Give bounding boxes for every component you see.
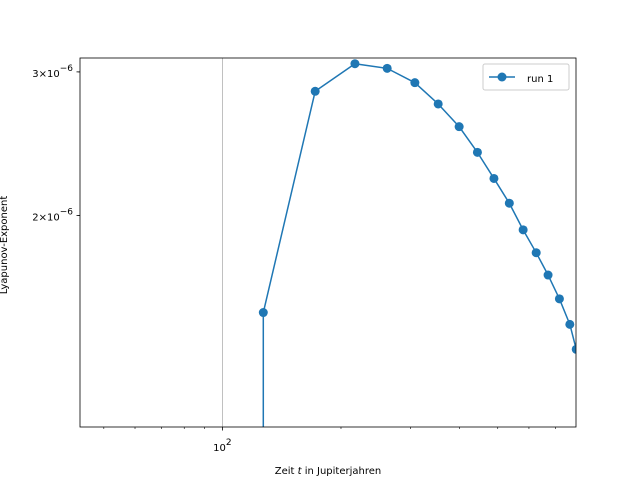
data-point bbox=[472, 147, 482, 157]
data-point bbox=[350, 59, 360, 69]
data-point bbox=[531, 248, 541, 258]
y-tick-label: 2×10−6 bbox=[32, 207, 73, 223]
series-1 bbox=[258, 59, 576, 427]
data-point bbox=[554, 294, 564, 304]
y-tick-label: 3×10−6 bbox=[32, 64, 73, 80]
series-line bbox=[262, 62, 576, 427]
data-point bbox=[543, 270, 553, 280]
data-point bbox=[571, 344, 576, 354]
data-point bbox=[382, 63, 392, 73]
data-point bbox=[454, 122, 464, 132]
y-axis-label: Lyapunov-Exponent bbox=[0, 196, 10, 295]
x-tick-label: 102 bbox=[213, 438, 231, 454]
data-point bbox=[410, 78, 420, 88]
data-point bbox=[504, 198, 514, 208]
data-point bbox=[518, 225, 528, 235]
legend-label-run-1: run 1 bbox=[527, 74, 553, 85]
plot-area bbox=[258, 59, 576, 427]
data-point bbox=[565, 319, 575, 329]
axes-layer: 102 2×10−6 3×10−6 bbox=[32, 57, 577, 454]
x-axis-label: Zeit t in Jupiterjahren bbox=[275, 466, 382, 477]
axes-frame bbox=[79, 57, 577, 428]
legend-marker-sample bbox=[497, 72, 507, 82]
legend: run 1 bbox=[482, 63, 570, 91]
data-point bbox=[310, 86, 320, 96]
data-point bbox=[489, 173, 499, 183]
legend-frame bbox=[482, 63, 570, 91]
data-point bbox=[433, 99, 443, 109]
data-point bbox=[258, 308, 268, 318]
